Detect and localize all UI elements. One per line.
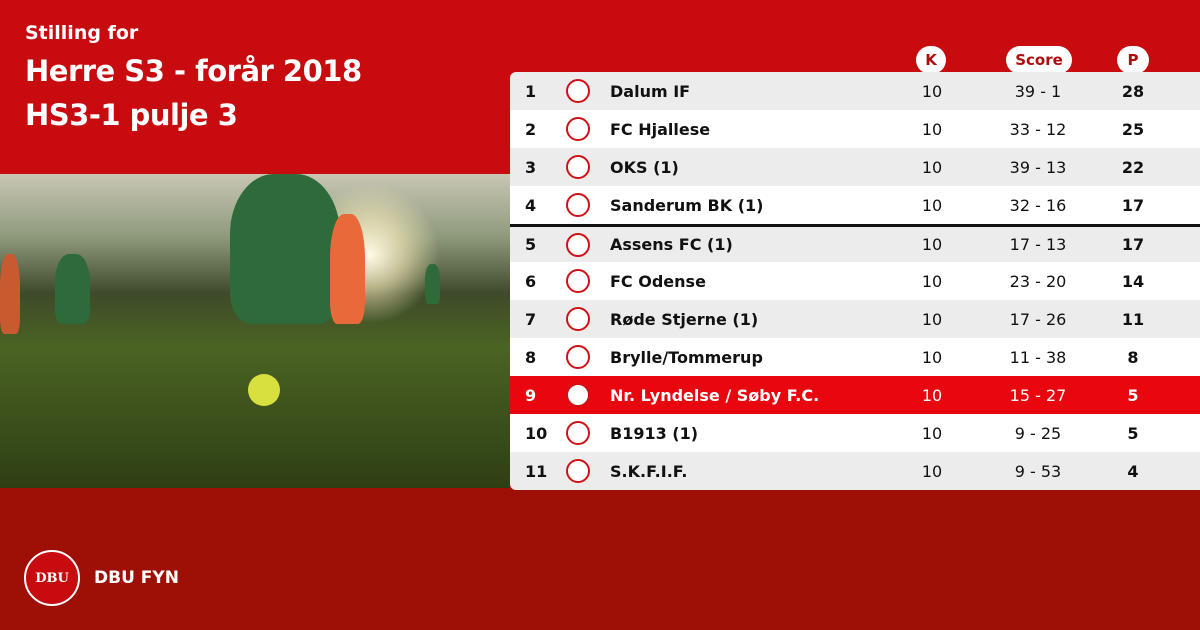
points: 11 <box>1121 309 1145 329</box>
table-row: 6 FC Odense 10 23 - 20 14 <box>510 262 1200 300</box>
team-name: OKS (1) <box>610 157 679 177</box>
table-row: 4 Sanderum BK (1) 10 32 - 16 17 <box>510 186 1200 224</box>
played: 10 <box>921 347 943 367</box>
position: 1 <box>525 81 537 101</box>
table-row: 2 FC Hjallese 10 33 - 12 25 <box>510 110 1200 148</box>
team-name: FC Odense <box>610 271 706 291</box>
table-row: 1 Dalum IF 10 39 - 1 28 <box>510 72 1200 110</box>
table-row: 8 Brylle/Tommerup 10 11 - 38 8 <box>510 338 1200 376</box>
col-score: Score <box>1006 46 1072 74</box>
score: 39 - 13 <box>1009 157 1067 177</box>
score: 15 - 27 <box>1009 385 1067 405</box>
player-figure <box>230 174 340 324</box>
player-figure <box>425 264 440 304</box>
played: 10 <box>921 119 943 139</box>
played: 10 <box>921 157 943 177</box>
table-row: 7 Røde Stjerne (1) 10 17 - 26 11 <box>510 300 1200 338</box>
played: 10 <box>921 195 943 215</box>
team-name: Dalum IF <box>610 81 691 101</box>
col-points: P <box>1117 46 1149 74</box>
title-competition: Herre S3 - forår 2018 <box>25 54 362 88</box>
team-logo-icon <box>566 345 590 369</box>
points: 28 <box>1121 81 1145 101</box>
team-name: FC Hjallese <box>610 119 711 139</box>
brand: DBU DBU FYN <box>24 550 179 606</box>
score: 23 - 20 <box>1009 271 1067 291</box>
played: 10 <box>921 235 943 254</box>
team-logo-icon <box>566 269 590 293</box>
points: 8 <box>1127 347 1139 367</box>
team-logo-icon <box>566 117 590 141</box>
team-logo-icon <box>566 79 590 103</box>
table-row: 9 Nr. Lyndelse / Søby F.C. 10 15 - 27 5 <box>510 376 1200 414</box>
position: 8 <box>525 347 537 367</box>
team-name: B1913 (1) <box>610 423 699 443</box>
position: 9 <box>525 385 537 405</box>
played: 10 <box>921 271 943 291</box>
position: 10 <box>525 423 548 443</box>
points: 5 <box>1127 385 1139 405</box>
team-logo-icon <box>566 421 590 445</box>
player-figure <box>330 214 365 324</box>
title-block: Stilling for Herre S3 - forår 2018 HS3-1… <box>25 22 362 132</box>
points: 17 <box>1121 195 1145 215</box>
score: 9 - 53 <box>1014 461 1062 481</box>
position: 4 <box>525 195 537 215</box>
score: 9 - 25 <box>1014 423 1062 443</box>
points: 14 <box>1121 271 1145 291</box>
played: 10 <box>921 385 943 405</box>
team-logo-icon <box>566 383 590 407</box>
team-name: Assens FC (1) <box>610 235 733 254</box>
played: 10 <box>921 81 943 101</box>
score: 33 - 12 <box>1009 119 1067 139</box>
subtitle: Stilling for <box>25 22 139 44</box>
played: 10 <box>921 461 943 481</box>
score: 39 - 1 <box>1014 81 1062 101</box>
player-figure <box>0 254 20 334</box>
score: 17 - 26 <box>1009 309 1067 329</box>
football-photo <box>0 174 510 488</box>
football <box>248 374 280 406</box>
score: 17 - 13 <box>1009 235 1067 254</box>
played: 10 <box>921 423 943 443</box>
table-row: 3 OKS (1) 10 39 - 13 22 <box>510 148 1200 186</box>
team-name: Sanderum BK (1) <box>610 195 764 215</box>
team-name: S.K.F.I.F. <box>610 461 688 481</box>
position: 6 <box>525 271 537 291</box>
points: 5 <box>1127 423 1139 443</box>
team-logo-icon <box>566 193 590 217</box>
team-name: Brylle/Tommerup <box>610 347 763 367</box>
team-name: Nr. Lyndelse / Søby F.C. <box>610 385 820 405</box>
played: 10 <box>921 309 943 329</box>
score: 11 - 38 <box>1009 347 1067 367</box>
team-logo-icon <box>566 232 590 257</box>
team-logo-icon <box>566 307 590 331</box>
team-name: Røde Stjerne (1) <box>610 309 759 329</box>
position: 2 <box>525 119 537 139</box>
title-pool: HS3-1 pulje 3 <box>25 98 238 132</box>
player-figure <box>55 254 90 324</box>
score: 32 - 16 <box>1009 195 1067 215</box>
col-played: K <box>916 46 946 74</box>
team-logo-icon <box>566 459 590 483</box>
points: 17 <box>1121 235 1145 254</box>
standings-table: 1 Dalum IF 10 39 - 1 28 2 FC Hjallese 10 33 - 12… <box>510 72 1200 490</box>
points: 25 <box>1121 119 1145 139</box>
points: 22 <box>1121 157 1145 177</box>
position: 3 <box>525 157 537 177</box>
team-logo-icon <box>566 155 590 179</box>
position: 11 <box>525 461 548 481</box>
position: 7 <box>525 309 537 329</box>
points: 4 <box>1127 461 1139 481</box>
dbu-seal-logo: DBU <box>24 550 80 606</box>
position: 5 <box>525 235 537 254</box>
table-row: 10 B1913 (1) 10 9 - 25 5 <box>510 414 1200 452</box>
table-row: 5 Assens FC (1) 10 17 - 13 17 <box>510 224 1200 262</box>
brand-name: DBU FYN <box>94 568 179 588</box>
table-row: 11 S.K.F.I.F. 10 9 - 53 4 <box>510 452 1200 490</box>
